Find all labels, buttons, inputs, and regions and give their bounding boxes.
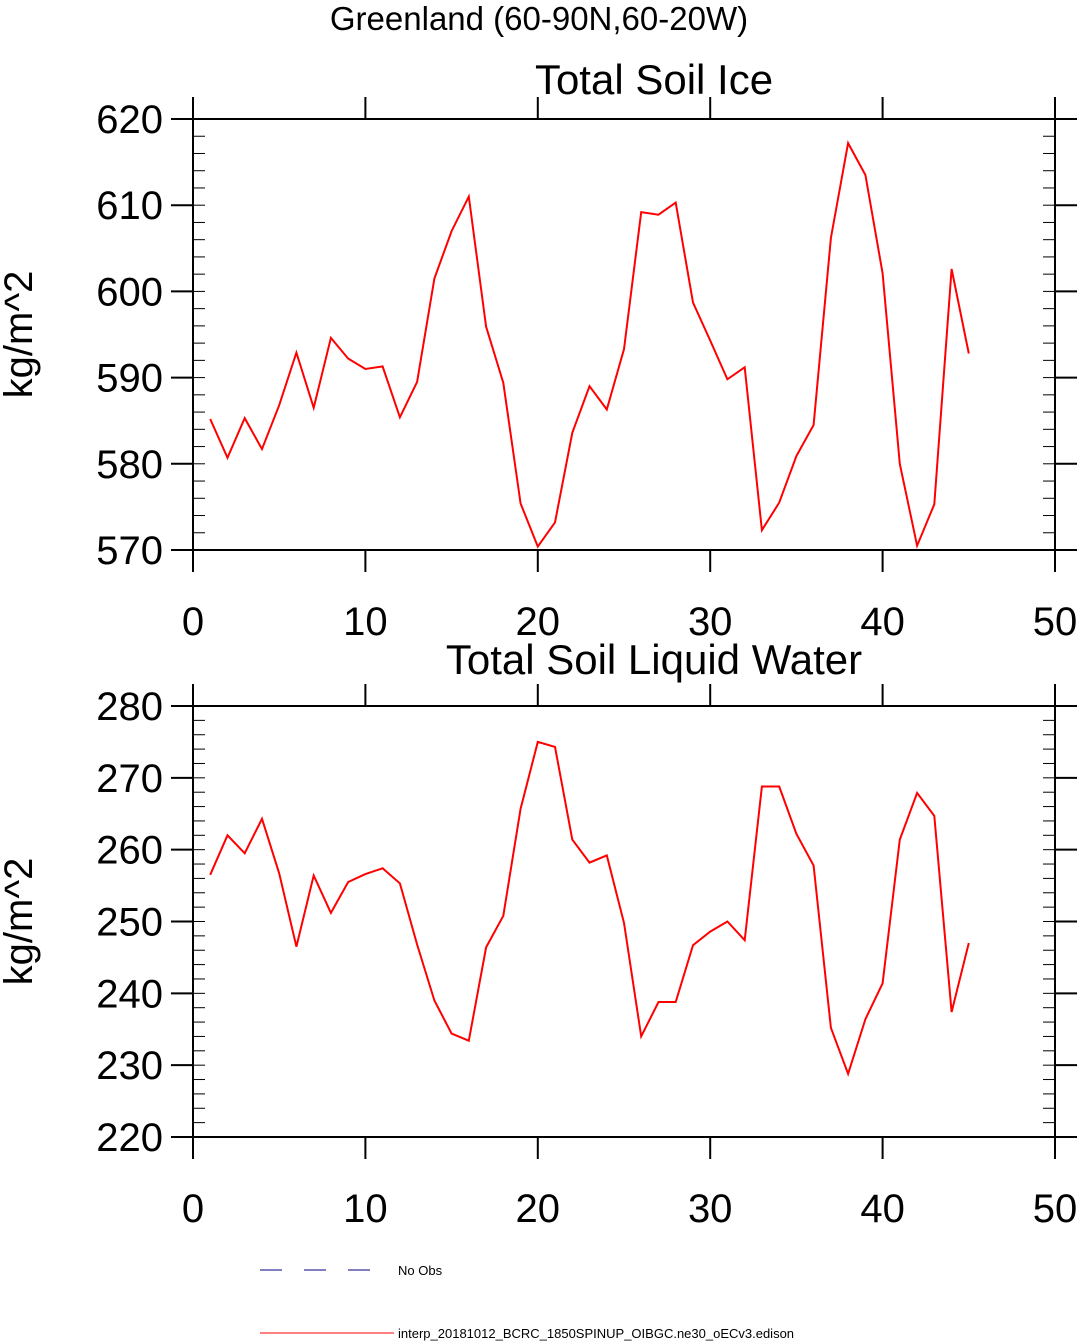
y-tick-label: 620 — [96, 98, 163, 142]
x-tick-label: 30 — [688, 1187, 733, 1231]
plot-frame — [192, 118, 1056, 551]
y-tick-label: 610 — [96, 184, 163, 228]
panel-total-soil-ice: Total Soil Ice 0 10 20 30 40 50 570 580 590 600 610… — [0, 56, 1077, 644]
panel-total-soil-liquid-water: Total Soil Liquid Water 0 10 20 30 40 50 220 230… — [0, 636, 1077, 1231]
chart-title: Total Soil Ice — [535, 56, 773, 103]
y-tick-label: 600 — [96, 270, 163, 314]
x-tick-label: 10 — [343, 600, 388, 644]
y-tick-label: 570 — [96, 529, 163, 573]
y-tick-label: 280 — [96, 685, 163, 729]
x-tick-label: 0 — [182, 600, 204, 644]
x-tick-label: 30 — [688, 600, 733, 644]
x-tick-label: 20 — [516, 1187, 561, 1231]
y-tick-label: 590 — [96, 357, 163, 401]
y-tick-label: 240 — [96, 972, 163, 1016]
y-tick-label: 270 — [96, 757, 163, 801]
legend-obs-label: No Obs — [398, 1263, 443, 1278]
legend-model-label: interp_20181012_BCRC_1850SPINUP_OIBGC.ne… — [398, 1326, 794, 1341]
y-tick-label: 230 — [96, 1044, 163, 1088]
y-axis-label: kg/m^2 — [0, 271, 41, 399]
legend: No Obs interp_20181012_BCRC_1850SPINUP_O… — [260, 1263, 794, 1341]
page-title: Greenland (60-90N,60-20W) — [329, 0, 749, 37]
x-tick-label: 50 — [1033, 1187, 1078, 1231]
chart-title: Total Soil Liquid Water — [446, 636, 862, 683]
x-tick-label: 40 — [860, 600, 905, 644]
x-tick-label: 40 — [860, 1187, 905, 1231]
x-tick-label: 20 — [516, 600, 561, 644]
x-tick-label: 0 — [182, 1187, 204, 1231]
series-line — [209, 740, 970, 1077]
series-line — [209, 140, 970, 550]
x-tick-label: 10 — [343, 1187, 388, 1231]
y-tick-label: 220 — [96, 1116, 163, 1160]
y-axis-label: kg/m^2 — [0, 858, 41, 986]
y-tick-label: 260 — [96, 829, 163, 873]
y-tick-label: 580 — [96, 443, 163, 487]
y-tick-label: 250 — [96, 901, 163, 945]
x-tick-label: 50 — [1033, 600, 1078, 644]
